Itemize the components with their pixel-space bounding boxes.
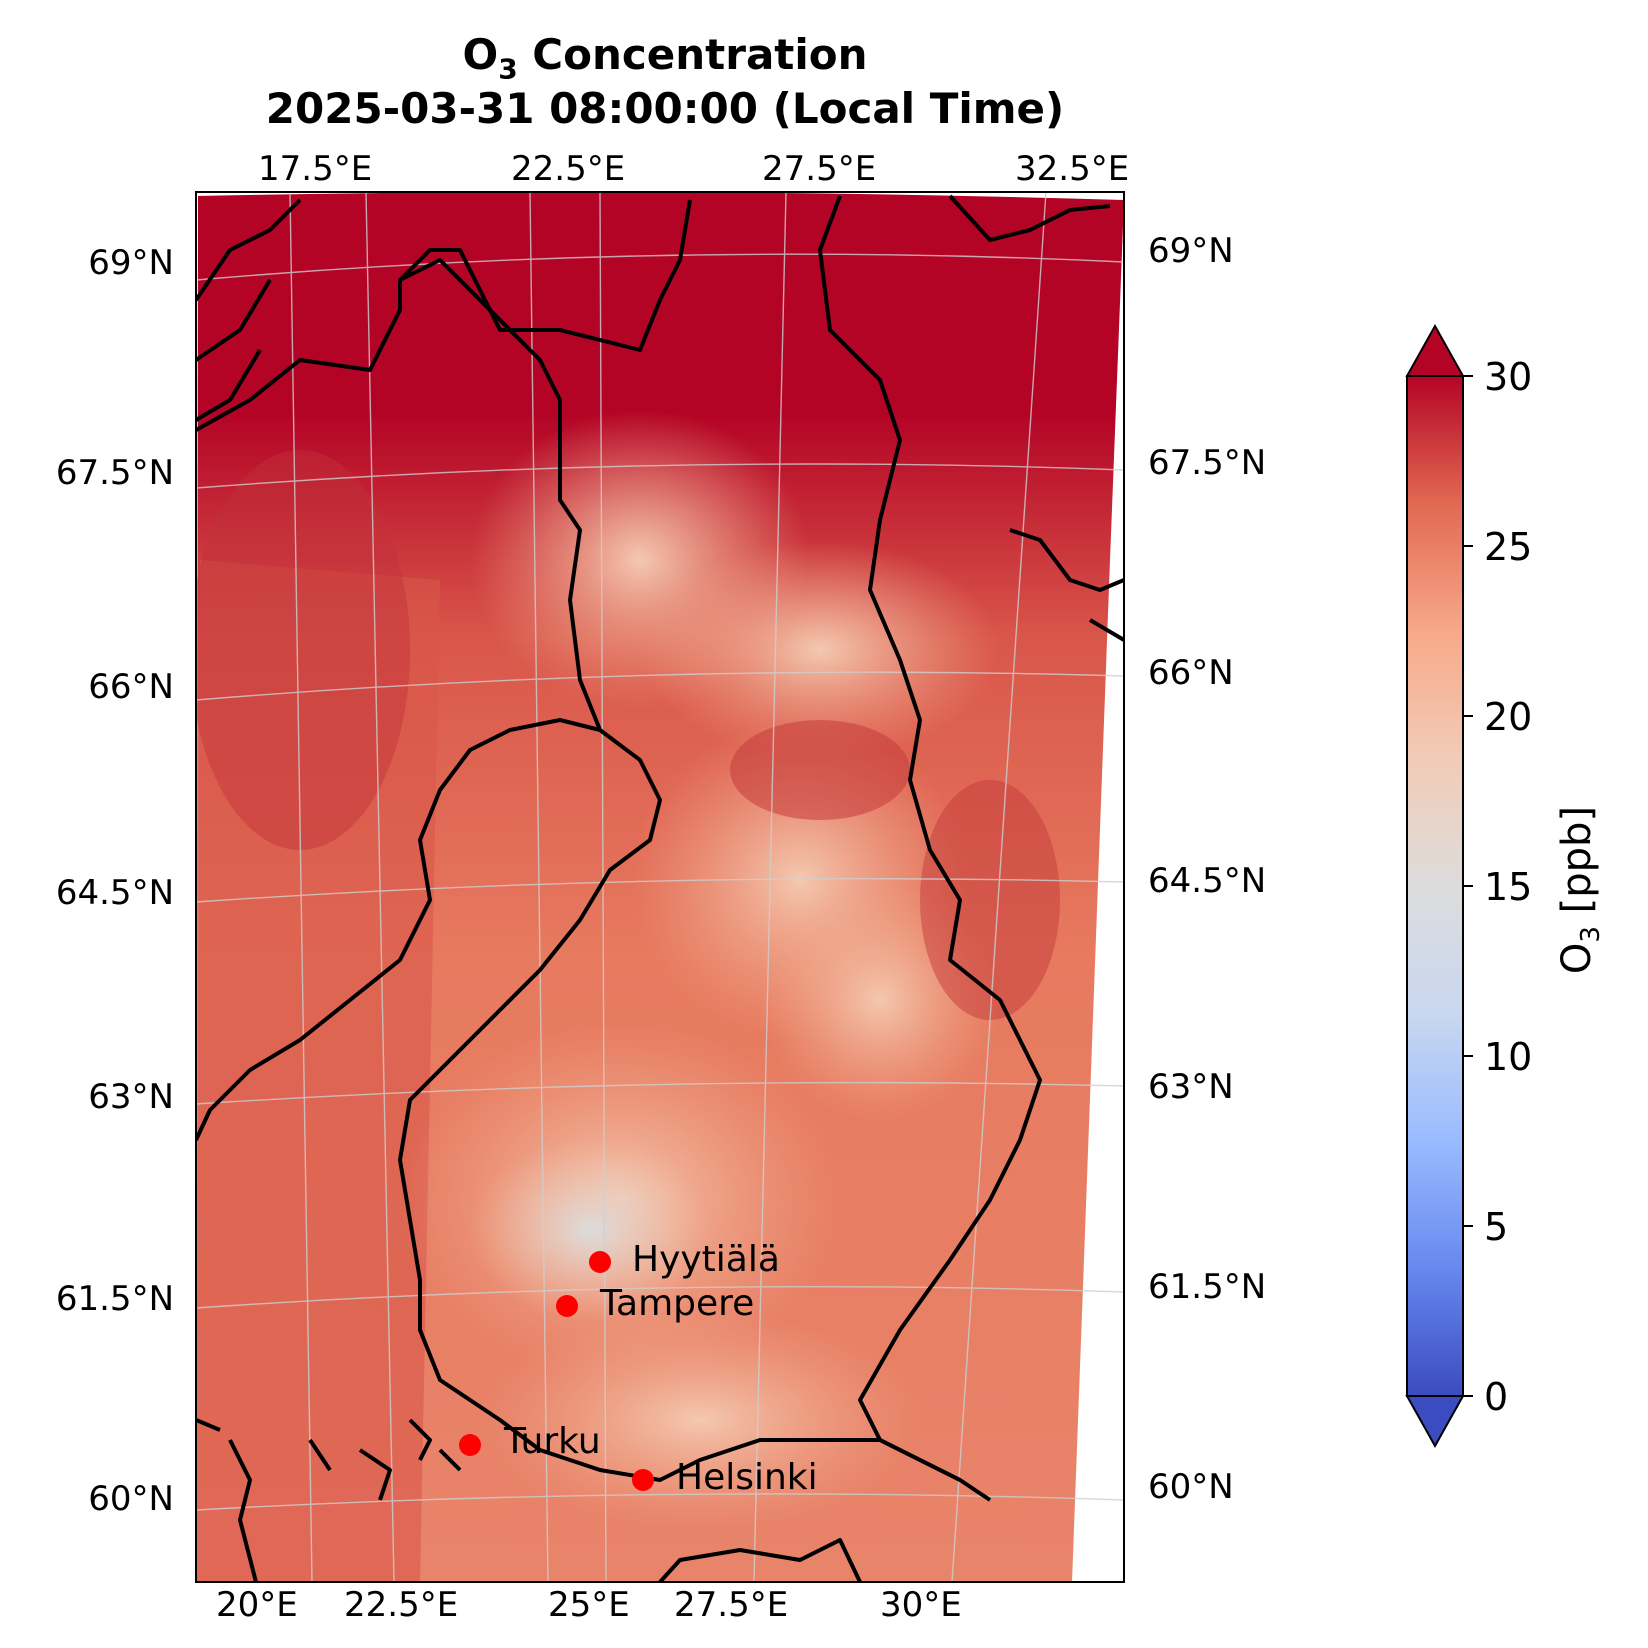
top-lon-tick: 32.5°E <box>1015 149 1130 189</box>
right-lat-tick: 69°N <box>1148 231 1234 271</box>
colorbar-gradient <box>1406 375 1464 1397</box>
city-label-tampere: Tampere <box>600 1283 755 1324</box>
colorbar-tick-label: 30 <box>1484 355 1533 399</box>
chart-title-line1: O3 Concentration <box>462 30 868 86</box>
right-lat-tick: 67.5°N <box>1148 443 1267 483</box>
field-darker-region <box>920 780 1060 1020</box>
coastlines <box>196 194 1124 1582</box>
field-darker-region <box>196 450 410 850</box>
left-lat-tick: 69°N <box>88 243 174 283</box>
left-lat-tick: 67.5°N <box>55 453 174 493</box>
barents-coast <box>948 194 1111 242</box>
city-marker-tampere[interactable] <box>556 1295 578 1317</box>
left-lat-tick: 61.5°N <box>55 1279 174 1319</box>
city-marker-helsinki[interactable] <box>632 1469 654 1491</box>
right-lat-tick: 66°N <box>1148 653 1234 693</box>
colorbar <box>1405 323 1473 1449</box>
field-lighter-region <box>480 1310 920 1530</box>
bothnian-bay-coast <box>398 728 662 1402</box>
city-marker-hyytiala[interactable] <box>589 1251 611 1273</box>
archipelago <box>196 1418 462 1582</box>
graticule <box>196 192 1124 1582</box>
colorbar-tick-label: 15 <box>1484 865 1533 909</box>
top-lon-tick: 27.5°E <box>762 149 877 189</box>
left-lat-tick: 66°N <box>88 667 174 707</box>
city-marker-turku[interactable] <box>459 1434 481 1456</box>
colorbar-tick-label: 0 <box>1484 1375 1509 1419</box>
city-label-turku: Turku <box>504 1421 601 1462</box>
bottom-lon-tick: 30°E <box>880 1585 962 1625</box>
city-label-hyytiala: Hyytiälä <box>632 1239 780 1280</box>
swedish-coast <box>196 718 601 1141</box>
colorbar-extend-max <box>1405 323 1465 377</box>
colorbar-tick-label: 20 <box>1484 695 1533 739</box>
right-lat-tick: 60°N <box>1148 1467 1234 1507</box>
finland-russia-border <box>818 195 1042 1502</box>
left-lat-tick: 63°N <box>88 1077 174 1117</box>
city-label-helsinki: Helsinki <box>676 1457 818 1498</box>
city-markers <box>459 1251 654 1491</box>
map-frame <box>195 191 1125 1583</box>
field-darker-region <box>730 720 910 820</box>
norway-coast <box>196 198 302 422</box>
colorbar-extend-min <box>1405 1395 1465 1449</box>
gulf-of-finland-coast <box>468 1398 961 1482</box>
top-lon-tick: 17.5°E <box>258 149 373 189</box>
o3-field <box>196 192 1124 1582</box>
estonia-coast <box>658 1538 862 1582</box>
kola-coast <box>1009 528 1124 642</box>
norway-finland-border <box>398 199 692 352</box>
chart-title-line2: 2025-03-31 08:00:00 (Local Time) <box>265 84 1065 133</box>
left-lat-tick: 64.5°N <box>55 873 174 913</box>
field-lighter-region <box>470 1140 710 1320</box>
colorbar-title: O3 [ppb] <box>1554 805 1606 975</box>
colorbar-tick-label: 10 <box>1484 1035 1533 1079</box>
colorbar-tick-label: 5 <box>1484 1205 1509 1249</box>
colorbar-tick-label: 25 <box>1484 525 1533 569</box>
field-lighter-region <box>640 540 1000 760</box>
bottom-lon-tick: 27.5°E <box>674 1585 789 1625</box>
right-lat-tick: 63°N <box>1148 1067 1234 1107</box>
left-lat-tick: 60°N <box>88 1479 174 1519</box>
bottom-lon-tick: 22.5°E <box>344 1585 459 1625</box>
colorbar-ticks <box>1463 375 1473 1397</box>
top-lon-tick: 22.5°E <box>511 149 626 189</box>
right-lat-tick: 61.5°N <box>1148 1267 1267 1307</box>
right-lat-tick: 64.5°N <box>1148 861 1267 901</box>
bottom-lon-tick: 25°E <box>548 1585 630 1625</box>
bottom-lon-tick: 20°E <box>216 1585 298 1625</box>
